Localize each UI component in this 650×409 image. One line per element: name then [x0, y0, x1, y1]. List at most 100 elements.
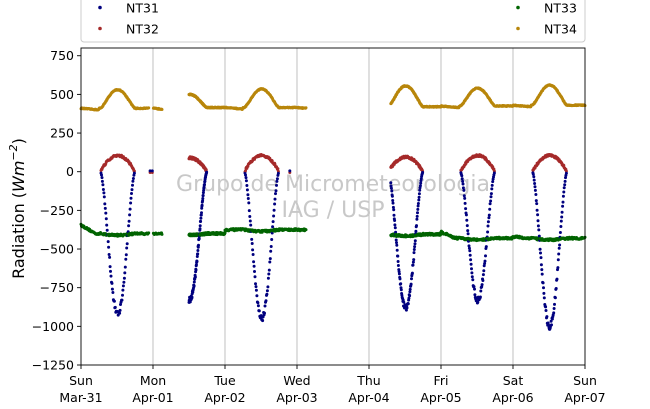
plot-frame [80, 47, 586, 366]
legend-label: NT31 [126, 1, 159, 16]
NT31-point [553, 302, 556, 306]
NT31-point [393, 226, 397, 230]
NT31-point [563, 179, 567, 183]
NT32-point [276, 167, 280, 171]
NT31-point [245, 188, 249, 192]
NT31-point [261, 319, 265, 323]
NT31-point [193, 275, 197, 279]
NT31-point [467, 246, 471, 250]
NT31-point [127, 219, 131, 223]
NT33-point [147, 231, 151, 235]
legend-label: NT33 [544, 1, 577, 16]
x-tick-day: Wed [283, 373, 310, 388]
NT31-point [537, 234, 541, 238]
NT31-point [255, 294, 259, 298]
NT31-point [194, 268, 198, 272]
NT31-point [105, 228, 109, 232]
NT31-point [104, 211, 108, 215]
NT31-point [119, 303, 122, 306]
x-tick-label: Tue Apr-02 [204, 373, 245, 405]
NT31-point [542, 296, 546, 300]
NT31-point [249, 223, 253, 227]
NT31-point [250, 237, 254, 241]
NT31-point [491, 180, 495, 184]
NT31-point [460, 177, 464, 181]
NT31-point [274, 189, 278, 193]
NT31-point [414, 229, 418, 233]
NT31-point [198, 227, 202, 231]
NT31-point [254, 288, 258, 292]
NT31-point [252, 264, 256, 268]
NT31-point [110, 281, 114, 285]
y-tick-label: 0 [66, 164, 74, 179]
NT31-point [109, 269, 112, 273]
NT31-point [470, 275, 474, 279]
NT31-point [556, 258, 560, 262]
NT31-point [411, 260, 415, 264]
NT31-point [108, 265, 112, 269]
NT31-point [391, 205, 395, 209]
NT31-point [465, 218, 469, 222]
NT31-point [118, 311, 122, 315]
NT31-point [421, 171, 425, 174]
NT31-point [557, 246, 561, 250]
NT31-point [412, 258, 416, 262]
NT31-point [251, 248, 255, 252]
NT31-point [536, 219, 540, 223]
NT31-point [488, 202, 492, 206]
NT31-point [396, 264, 400, 267]
NT31-point [123, 265, 127, 269]
NT31-point [563, 183, 567, 187]
x-tick-day: Fri [434, 373, 449, 388]
NT31-point [550, 317, 554, 321]
NT31-point [539, 256, 543, 260]
NT31-point [199, 216, 203, 220]
NT31-point [560, 215, 564, 219]
NT31-point [553, 296, 557, 300]
NT31-point [268, 257, 272, 261]
NT31-point [399, 282, 403, 286]
NT31-point [413, 245, 417, 249]
NT31-point [542, 291, 546, 295]
NT31-point [470, 267, 473, 271]
NT31-point [417, 195, 421, 199]
NT31-point [419, 181, 423, 185]
NT31-point [100, 173, 103, 177]
NT31-point [489, 195, 493, 199]
NT31-point [468, 249, 472, 253]
NT31-point [399, 288, 403, 292]
x-tick-label: Thu Apr-04 [348, 373, 389, 405]
x-tick-date: Apr-07 [564, 390, 605, 405]
NT31-point [537, 228, 541, 232]
NT31-point [269, 245, 273, 248]
NT31-point [252, 260, 256, 264]
y-axis: −1250 −1000 −750 −500 −250 0 250 500 750 [32, 48, 81, 373]
NT31-point [197, 237, 201, 241]
NT31-point [484, 245, 488, 249]
NT31-point [107, 245, 111, 249]
NT31-point [481, 273, 485, 277]
NT31-point [272, 214, 276, 218]
NT31-point [195, 255, 199, 258]
NT31-point [408, 294, 412, 298]
NT31-point [544, 305, 548, 309]
NT31-point [263, 311, 266, 315]
NT31-point [195, 260, 199, 263]
NT31-point [111, 291, 115, 294]
NT31-point [128, 213, 132, 217]
NT31-point [190, 295, 194, 299]
NT31-point [558, 243, 562, 247]
legend-marker [516, 26, 520, 31]
NT31-point [129, 201, 133, 205]
NT31-point [412, 248, 416, 251]
NT31-point [246, 193, 250, 197]
NT31-point [473, 293, 477, 297]
NT31-point [539, 263, 543, 267]
NT31-point [536, 224, 540, 228]
x-tick-label: Sat Apr-06 [492, 373, 533, 405]
NT31-point [410, 277, 413, 281]
NT31-point [479, 289, 483, 293]
NT31-point [545, 315, 549, 319]
NT31-point [203, 183, 206, 186]
NT31-point [201, 191, 205, 195]
